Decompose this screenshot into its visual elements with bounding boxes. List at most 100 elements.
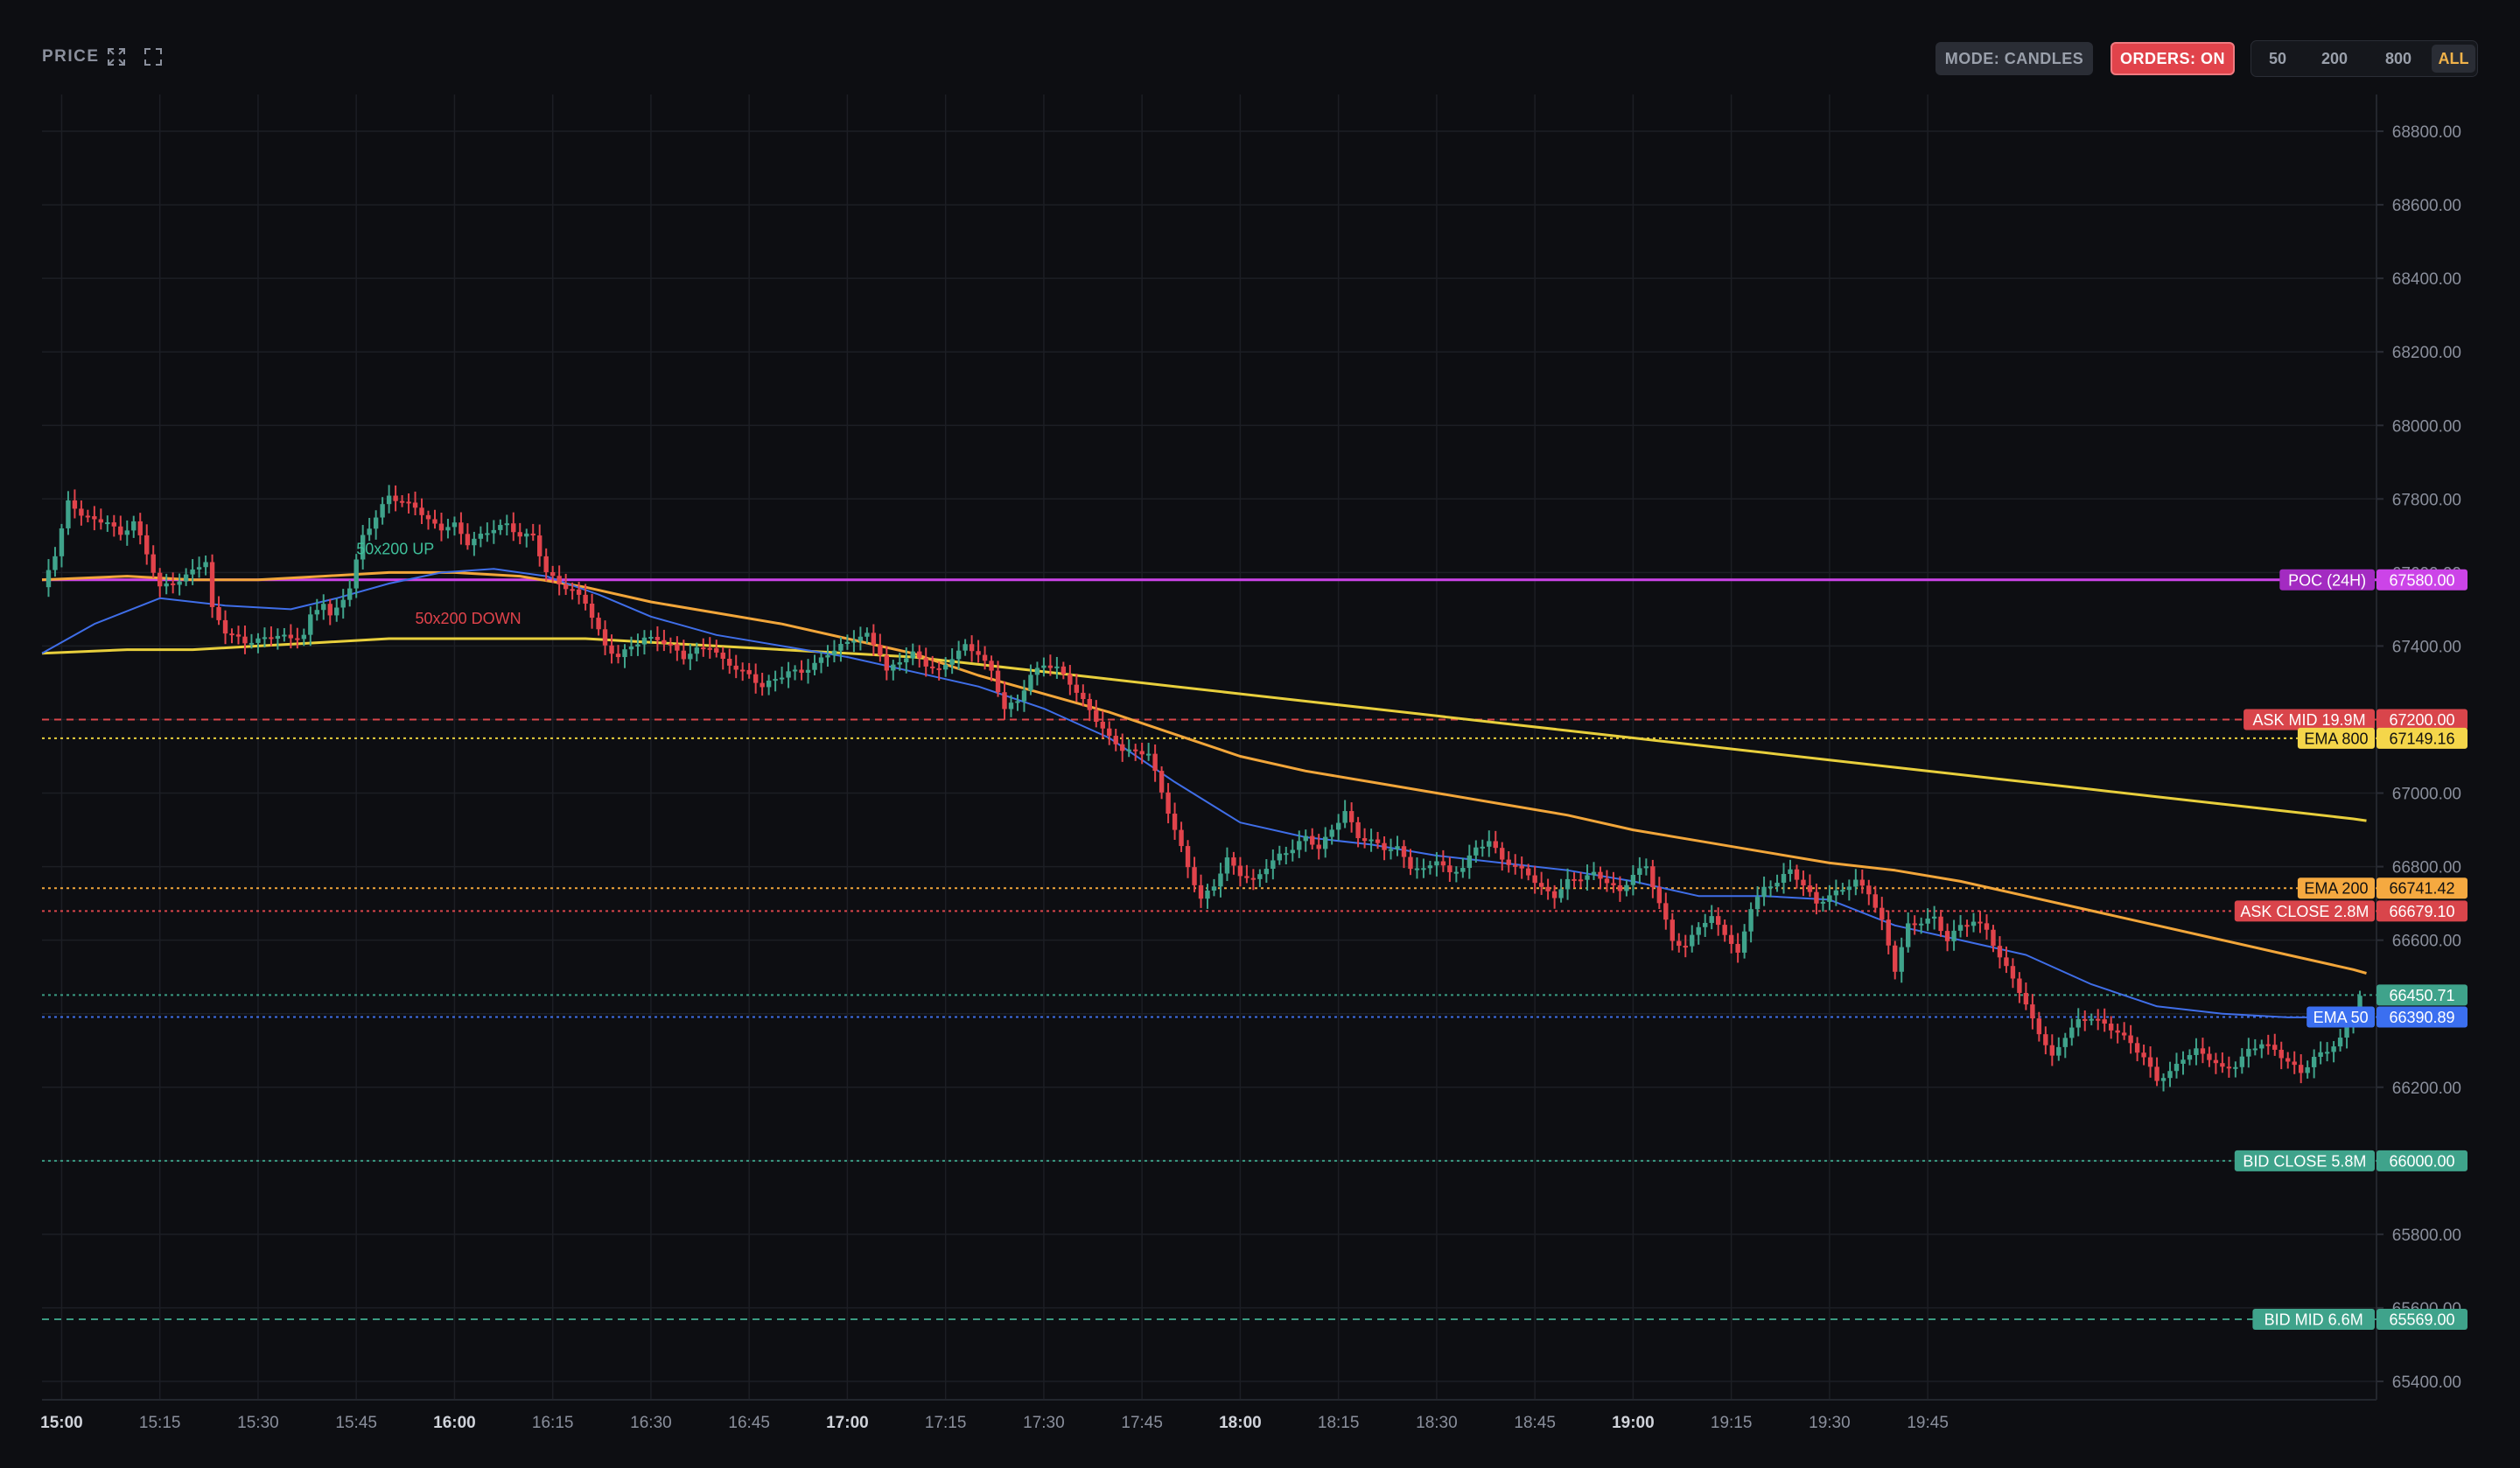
candle xyxy=(1453,866,1460,883)
candle-body xyxy=(1997,946,2003,958)
x-tick-label: 15:45 xyxy=(335,1414,377,1432)
candle xyxy=(2030,994,2035,1030)
candle xyxy=(1951,919,1956,951)
candle-body xyxy=(1591,871,1597,876)
candle-body xyxy=(1401,846,1407,857)
candle xyxy=(98,508,104,530)
candle xyxy=(1774,874,1780,892)
candle-body xyxy=(419,507,424,515)
candle-body xyxy=(1034,668,1040,675)
candle xyxy=(1028,664,1033,696)
fullscreen-icon[interactable] xyxy=(144,47,163,66)
candle-body xyxy=(399,500,405,503)
candle xyxy=(1564,868,1571,900)
candle xyxy=(1728,925,1734,954)
candle xyxy=(1604,870,1610,892)
candle xyxy=(2023,982,2029,1010)
candle-body xyxy=(1564,878,1571,890)
candle xyxy=(675,636,680,661)
price-lines xyxy=(42,578,2376,1320)
candle xyxy=(438,512,444,542)
candle xyxy=(635,633,640,656)
candle xyxy=(177,573,182,596)
candle xyxy=(2286,1052,2291,1069)
candle-body xyxy=(1041,665,1046,668)
candle xyxy=(275,628,281,650)
candle xyxy=(288,624,294,649)
candle xyxy=(262,627,268,648)
candle-body xyxy=(805,669,811,673)
candle xyxy=(786,661,791,689)
candle xyxy=(1650,859,1656,898)
candle-body xyxy=(2226,1066,2232,1069)
candle xyxy=(1179,821,1184,853)
candle xyxy=(1068,665,1073,696)
x-tick-label: 18:45 xyxy=(1514,1414,1556,1432)
candle xyxy=(537,524,542,567)
price-line-label-box xyxy=(2234,1150,2375,1171)
candle-body xyxy=(1715,916,1721,926)
range-button-50[interactable]: 50 xyxy=(2268,49,2287,67)
candle-body xyxy=(2017,978,2022,993)
candle-body xyxy=(668,643,674,646)
candle-body xyxy=(177,581,182,585)
range-button-800[interactable]: 800 xyxy=(2384,49,2412,67)
candle-body xyxy=(602,629,608,646)
candle xyxy=(1703,913,1708,937)
candle-body xyxy=(688,654,693,660)
x-tick-label: 19:15 xyxy=(1711,1414,1753,1432)
candle xyxy=(904,647,909,674)
candle-body xyxy=(1257,874,1263,879)
candle-body xyxy=(583,594,588,604)
candle xyxy=(203,555,208,576)
candle-body xyxy=(976,651,981,655)
candle xyxy=(1748,902,1754,943)
candle-body xyxy=(222,619,228,634)
candle xyxy=(1297,830,1302,858)
x-tick-label: 19:00 xyxy=(1612,1414,1655,1432)
candle xyxy=(1323,827,1328,858)
candle-body xyxy=(1722,925,1727,935)
candle-body xyxy=(1944,931,1950,941)
top-toolbar: PRICE MODE: CANDLES ORDERS: ON 50 200 80… xyxy=(0,0,2520,87)
candle xyxy=(602,620,608,655)
candle-body xyxy=(2292,1061,2297,1066)
candle xyxy=(164,573,169,595)
candle-body xyxy=(1978,921,1983,924)
price-line-tag: 66000.00 BID CLOSE 5.8M xyxy=(2234,1150,2468,1171)
candle-body xyxy=(2096,1018,2101,1021)
candle xyxy=(52,547,58,577)
candle-body xyxy=(844,641,850,645)
candle xyxy=(79,500,84,526)
mode-button[interactable]: MODE: CANDLES xyxy=(1936,42,2093,75)
candle-body xyxy=(340,599,346,608)
candle xyxy=(792,665,798,681)
candle-body xyxy=(1663,903,1669,920)
candle-body xyxy=(1126,749,1131,751)
candle xyxy=(1408,849,1413,876)
candle-body xyxy=(2062,1038,2068,1047)
candle-body xyxy=(1538,883,1544,887)
candle-body xyxy=(1205,890,1210,899)
candle xyxy=(1591,862,1597,880)
candle xyxy=(2180,1051,2186,1075)
candle-body xyxy=(1284,853,1289,856)
candle-body xyxy=(2174,1063,2180,1072)
range-button-all[interactable]: ALL xyxy=(2432,45,2475,73)
range-button-200[interactable]: 200 xyxy=(2320,49,2348,67)
candle xyxy=(746,662,752,679)
candle xyxy=(1054,656,1060,679)
candle xyxy=(1284,846,1289,865)
candle xyxy=(1500,842,1505,871)
candle xyxy=(1833,879,1839,906)
fit-icon[interactable] xyxy=(107,47,126,66)
orders-toggle-button[interactable]: ORDERS: ON xyxy=(2110,42,2235,75)
candle xyxy=(347,579,353,607)
candle-body xyxy=(1408,856,1413,870)
candle-body xyxy=(2286,1058,2291,1062)
candle xyxy=(1231,851,1236,875)
candle xyxy=(930,655,935,675)
candle xyxy=(399,495,405,507)
candle xyxy=(596,612,601,636)
